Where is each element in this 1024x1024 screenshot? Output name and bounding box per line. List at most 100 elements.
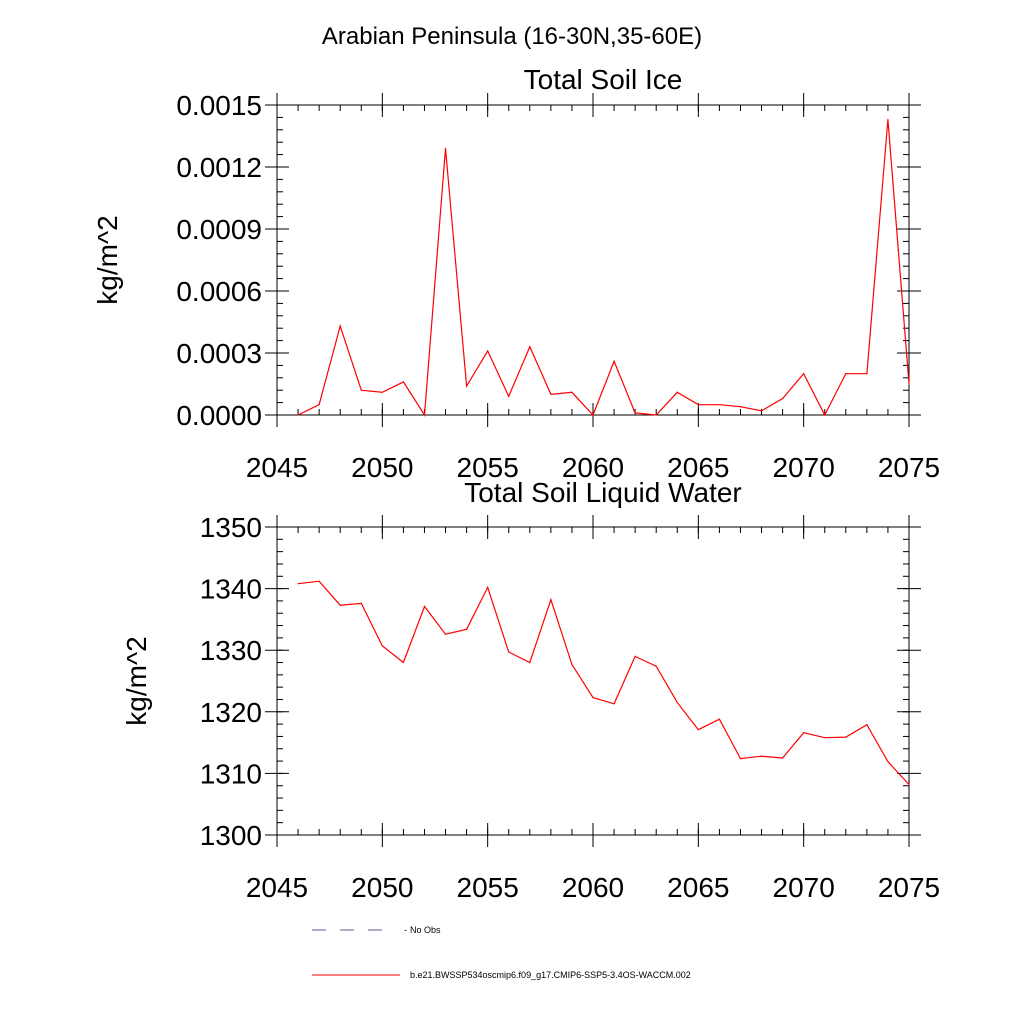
legend-model-label: b.e21.BWSSP534oscmip6.f09_g17.CMIP6-SSP5… [410, 970, 691, 980]
data-point [824, 414, 826, 416]
figure-title: Arabian Peninsula (16-30N,35-60E) [322, 23, 702, 50]
x-tick-label: 2050 [351, 452, 413, 483]
data-point [297, 414, 299, 416]
data-point [529, 346, 531, 348]
data-point [339, 604, 341, 606]
data-point [423, 414, 426, 416]
data-point [676, 391, 678, 393]
y-tick-label: 1330 [200, 635, 262, 666]
data-point [550, 599, 552, 601]
data-point [402, 661, 404, 664]
y-tick-label: 1350 [200, 512, 262, 543]
x-tick-label: 2050 [351, 872, 413, 903]
x-tick-label: 2060 [562, 872, 624, 903]
data-point [866, 724, 868, 726]
data-point [613, 703, 615, 705]
panel-total-soil-ice: Total Soil Ice kg/m^2 0.0000 0.0003 0.0006 0.… [92, 64, 940, 483]
x-tick-label: 2070 [773, 452, 835, 483]
x-tick-label: 2055 [457, 452, 519, 483]
data-point [739, 758, 742, 760]
data-point [655, 414, 657, 416]
data-point [803, 732, 805, 734]
data-point [339, 325, 341, 327]
data-point [508, 651, 510, 653]
data-point [676, 701, 678, 704]
data-point [782, 757, 784, 759]
data-point [908, 383, 910, 385]
data-point [444, 147, 447, 149]
data-point [444, 633, 447, 635]
data-point [613, 360, 615, 362]
data-point [550, 393, 552, 395]
data-point [866, 373, 868, 375]
series-line [298, 580, 910, 785]
x-tick-label: 2065 [667, 872, 729, 903]
data-point [529, 661, 531, 664]
data-point [466, 385, 468, 387]
data-point [634, 655, 636, 657]
data-point [423, 605, 426, 608]
data-point [360, 602, 362, 604]
legend-no-obs-label: No Obs [410, 925, 441, 935]
legend-no-obs-dash: - [404, 925, 407, 935]
x-tick-label: 2075 [878, 452, 940, 483]
data-point [381, 645, 383, 647]
data-point [318, 404, 320, 406]
chart-title: Total Soil Ice [524, 64, 683, 95]
data-point [634, 412, 636, 414]
x-tick-label: 2065 [667, 452, 729, 483]
data-point [845, 373, 847, 375]
plot-frame [276, 526, 910, 836]
y-tick-label: 1340 [200, 574, 262, 605]
y-tick-label: 1300 [200, 820, 262, 851]
data-point [718, 718, 721, 720]
y-tick-label: 1310 [200, 758, 262, 789]
data-point [845, 736, 847, 738]
x-tick-label: 2055 [457, 872, 519, 903]
data-point [908, 783, 910, 786]
legend: - No Obs b.e21.BWSSP534oscmip6.f09_g17.C… [312, 925, 691, 980]
y-tick-label: 0.0006 [176, 276, 262, 307]
data-point [718, 404, 721, 406]
y-tick-label: 0.0012 [176, 152, 262, 183]
data-point [487, 586, 489, 588]
y-tick-label: 0.0015 [176, 90, 262, 121]
x-tick-label: 2070 [773, 872, 835, 903]
data-point [760, 410, 763, 412]
data-point [697, 729, 699, 731]
plot-frame [276, 104, 910, 416]
data-point [318, 580, 320, 582]
data-point [360, 389, 362, 391]
data-point [297, 583, 299, 585]
y-tick-label: 0.0003 [176, 338, 262, 369]
data-point [592, 697, 594, 699]
y-axis-label: kg/m^2 [92, 215, 123, 304]
y-tick-label: 0.0009 [176, 214, 262, 245]
data-point [655, 665, 657, 667]
y-axis-label: kg/m^2 [121, 636, 152, 725]
data-point [782, 397, 784, 400]
data-point [592, 414, 594, 416]
data-point [571, 663, 573, 665]
x-tick-label: 2045 [246, 452, 308, 483]
data-point [402, 381, 404, 383]
data-point [697, 404, 699, 406]
x-tick-label: 2045 [246, 872, 308, 903]
series-line [297, 119, 910, 417]
panel-total-soil-liquid-water: Total Soil Liquid Water kg/m^2 1300 1310 132… [121, 477, 940, 903]
data-point [739, 406, 742, 408]
data-point [381, 391, 383, 393]
chart-title: Total Soil Liquid Water [464, 477, 742, 508]
data-point [466, 628, 468, 630]
data-point [803, 373, 805, 375]
data-point [824, 737, 826, 739]
x-tick-label: 2075 [878, 872, 940, 903]
data-point [887, 761, 889, 763]
data-point [760, 755, 763, 757]
data-point [487, 350, 489, 352]
x-tick-label: 2060 [562, 452, 624, 483]
data-point [571, 391, 573, 393]
data-point [887, 118, 889, 121]
y-tick-label: 1320 [200, 697, 262, 728]
